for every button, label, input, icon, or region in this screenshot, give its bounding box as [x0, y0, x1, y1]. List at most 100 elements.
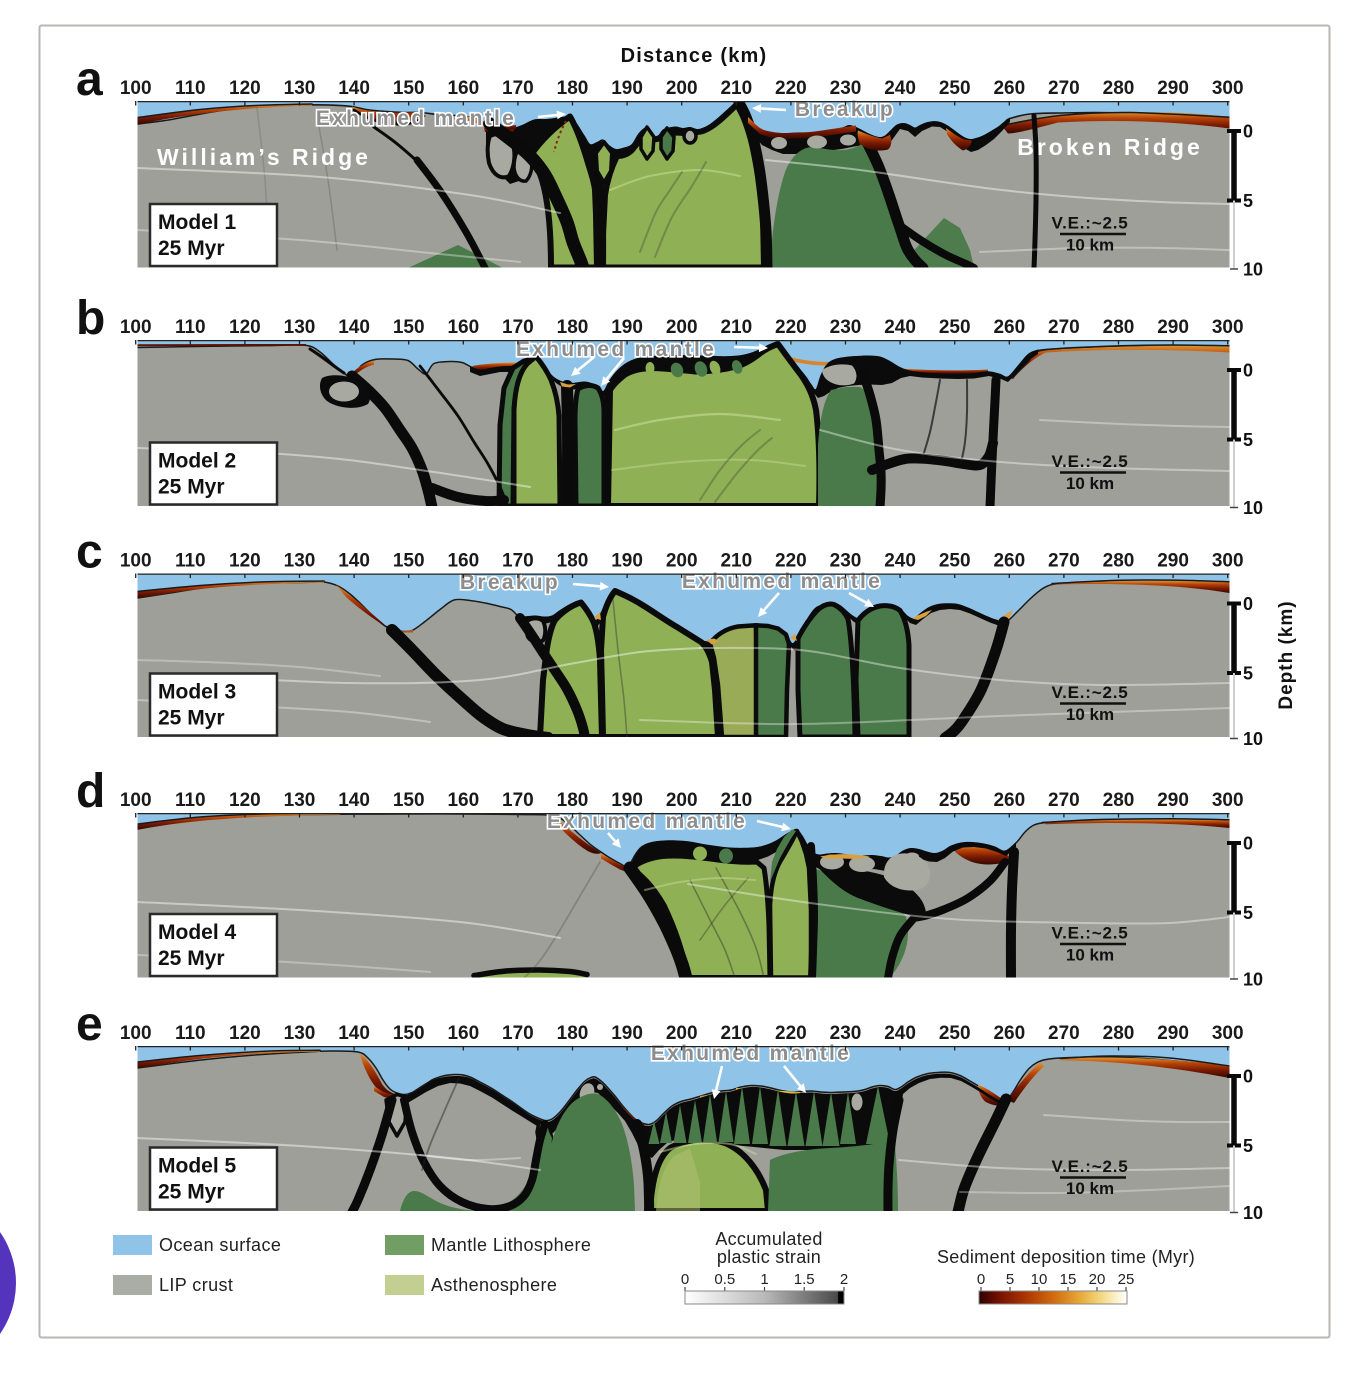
- svg-text:260: 260: [993, 551, 1025, 572]
- svg-text:10: 10: [1243, 260, 1263, 280]
- svg-text:5: 5: [1243, 1136, 1253, 1156]
- svg-text:200: 200: [666, 78, 698, 99]
- svg-text:280: 280: [1103, 317, 1135, 338]
- svg-text:Exhumed mantle: Exhumed mantle: [316, 107, 516, 130]
- svg-text:10: 10: [1243, 729, 1263, 749]
- svg-text:Exhumed mantle: Exhumed mantle: [682, 570, 882, 593]
- svg-text:V.E.:~2.5: V.E.:~2.5: [1052, 924, 1129, 943]
- svg-text:300: 300: [1212, 78, 1244, 99]
- svg-text:170: 170: [502, 1023, 534, 1044]
- svg-text:210: 210: [720, 551, 752, 572]
- svg-text:1.5: 1.5: [794, 1271, 815, 1288]
- svg-text:120: 120: [229, 317, 261, 338]
- svg-text:290: 290: [1157, 317, 1189, 338]
- svg-text:Distance (km): Distance (km): [621, 45, 768, 67]
- svg-text:150: 150: [393, 1023, 425, 1044]
- svg-text:240: 240: [884, 317, 916, 338]
- svg-text:230: 230: [830, 1023, 862, 1044]
- svg-text:0: 0: [1243, 122, 1253, 142]
- svg-text:Exhumed mantle: Exhumed mantle: [516, 338, 716, 361]
- svg-text:Mantle Lithosphere: Mantle Lithosphere: [431, 1235, 591, 1255]
- svg-text:2: 2: [840, 1271, 848, 1288]
- svg-text:290: 290: [1157, 1023, 1189, 1044]
- svg-text:280: 280: [1103, 790, 1135, 811]
- svg-text:190: 190: [611, 551, 643, 572]
- svg-text:180: 180: [557, 1023, 589, 1044]
- svg-text:110: 110: [175, 551, 206, 572]
- svg-text:210: 210: [720, 317, 752, 338]
- svg-text:25 Myr: 25 Myr: [158, 707, 225, 730]
- svg-text:280: 280: [1103, 551, 1135, 572]
- svg-text:140: 140: [338, 551, 370, 572]
- svg-text:300: 300: [1212, 790, 1244, 811]
- svg-text:150: 150: [393, 790, 425, 811]
- svg-text:270: 270: [1048, 1023, 1080, 1044]
- svg-text:10 km: 10 km: [1066, 946, 1114, 965]
- svg-text:250: 250: [939, 78, 971, 99]
- svg-text:25: 25: [1118, 1271, 1135, 1288]
- svg-text:Exhumed mantle: Exhumed mantle: [516, 338, 716, 361]
- svg-text:180: 180: [557, 790, 589, 811]
- svg-text:230: 230: [830, 551, 862, 572]
- svg-text:25 Myr: 25 Myr: [158, 947, 225, 970]
- svg-text:190: 190: [611, 790, 643, 811]
- svg-text:100: 100: [120, 551, 152, 572]
- svg-text:190: 190: [611, 1023, 643, 1044]
- svg-text:270: 270: [1048, 317, 1080, 338]
- svg-text:1: 1: [760, 1271, 768, 1288]
- svg-text:290: 290: [1157, 790, 1189, 811]
- svg-text:250: 250: [939, 551, 971, 572]
- svg-text:220: 220: [775, 317, 807, 338]
- svg-text:25 Myr: 25 Myr: [158, 237, 225, 260]
- svg-text:130: 130: [284, 317, 316, 338]
- svg-text:10: 10: [1243, 498, 1263, 518]
- svg-text:Exhumed mantle: Exhumed mantle: [651, 1042, 851, 1065]
- svg-text:240: 240: [884, 78, 916, 99]
- svg-text:Accumulated: Accumulated: [715, 1229, 822, 1249]
- svg-text:120: 120: [229, 1023, 261, 1044]
- svg-text:Model 1: Model 1: [158, 211, 236, 234]
- svg-text:Model 3: Model 3: [158, 681, 236, 704]
- svg-text:270: 270: [1048, 790, 1080, 811]
- svg-text:5: 5: [1243, 430, 1253, 450]
- svg-text:Breakup: Breakup: [460, 571, 560, 594]
- svg-text:300: 300: [1212, 551, 1244, 572]
- svg-text:0: 0: [1243, 361, 1253, 381]
- svg-text:0: 0: [1243, 594, 1253, 614]
- svg-text:Depth (km): Depth (km): [1276, 600, 1297, 709]
- svg-text:10 km: 10 km: [1066, 1179, 1114, 1198]
- svg-text:Ocean surface: Ocean surface: [159, 1235, 281, 1255]
- svg-text:210: 210: [720, 1023, 752, 1044]
- svg-text:170: 170: [502, 551, 534, 572]
- svg-text:240: 240: [884, 790, 916, 811]
- svg-text:110: 110: [175, 78, 206, 99]
- svg-text:Model 4: Model 4: [158, 921, 236, 944]
- svg-text:150: 150: [393, 551, 425, 572]
- svg-text:V.E.:~2.5: V.E.:~2.5: [1052, 683, 1129, 702]
- svg-text:V.E.:~2.5: V.E.:~2.5: [1052, 214, 1129, 233]
- svg-text:15: 15: [1060, 1271, 1077, 1288]
- svg-text:0.5: 0.5: [714, 1271, 735, 1288]
- svg-text:10 km: 10 km: [1066, 705, 1114, 724]
- svg-text:10: 10: [1243, 970, 1263, 990]
- svg-text:10 km: 10 km: [1066, 474, 1114, 493]
- svg-text:160: 160: [447, 78, 479, 99]
- svg-text:230: 230: [830, 78, 862, 99]
- svg-text:130: 130: [284, 1023, 316, 1044]
- svg-text:c: c: [76, 526, 103, 579]
- svg-text:260: 260: [993, 317, 1025, 338]
- svg-text:0: 0: [681, 1271, 689, 1288]
- svg-text:160: 160: [447, 790, 479, 811]
- svg-text:200: 200: [666, 1023, 698, 1044]
- svg-text:200: 200: [666, 790, 698, 811]
- svg-text:250: 250: [939, 1023, 971, 1044]
- svg-text:300: 300: [1212, 1023, 1244, 1044]
- svg-text:200: 200: [666, 551, 698, 572]
- svg-text:150: 150: [393, 78, 425, 99]
- svg-text:Exhumed mantle: Exhumed mantle: [547, 810, 747, 833]
- svg-text:V.E.:~2.5: V.E.:~2.5: [1052, 452, 1129, 471]
- svg-text:130: 130: [284, 78, 316, 99]
- svg-text:250: 250: [939, 317, 971, 338]
- svg-text:260: 260: [993, 790, 1025, 811]
- svg-text:0: 0: [977, 1271, 985, 1288]
